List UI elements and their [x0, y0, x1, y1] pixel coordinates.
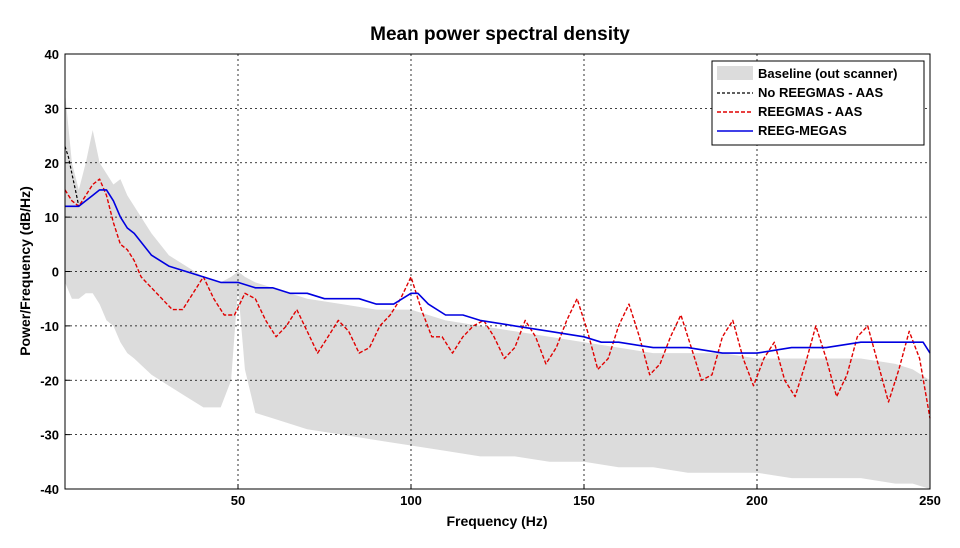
y-tick-label: -10	[40, 319, 59, 334]
x-tick-label: 200	[746, 493, 768, 508]
y-tick-label: -30	[40, 428, 59, 443]
baseline-band	[65, 92, 930, 489]
legend-label-reegmas-aas: REEGMAS - AAS	[758, 104, 863, 119]
x-tick-label: 250	[919, 493, 941, 508]
legend: Baseline (out scanner) No REEGMAS - AAS …	[711, 60, 925, 146]
x-tick-label: 50	[231, 493, 245, 508]
y-tick-label: 20	[45, 156, 59, 171]
legend-swatch-baseline	[717, 66, 753, 80]
x-tick-label: 100	[400, 493, 422, 508]
legend-label-reeg-megas: REEG-MEGAS	[758, 123, 847, 138]
chart-title: Mean power spectral density	[370, 24, 630, 45]
y-tick-label: 40	[45, 47, 59, 62]
y-tick-label: 10	[45, 210, 59, 225]
legend-label-baseline: Baseline (out scanner)	[758, 66, 897, 81]
legend-label-no-reegmas: No REEGMAS - AAS	[758, 85, 884, 100]
x-tick-label: 150	[573, 493, 595, 508]
x-axis-label: Frequency (Hz)	[446, 513, 547, 529]
y-tick-label: 0	[52, 265, 59, 280]
series-line-no-reegmas-aas	[64, 146, 80, 207]
series-line-reeg-megas	[65, 189, 931, 354]
y-tick-label: -40	[40, 482, 59, 497]
y-tick-label: 30	[45, 101, 59, 116]
y-tick-label: -20	[40, 373, 59, 388]
y-axis-label: Power/Frequency (dB/Hz)	[17, 186, 33, 356]
